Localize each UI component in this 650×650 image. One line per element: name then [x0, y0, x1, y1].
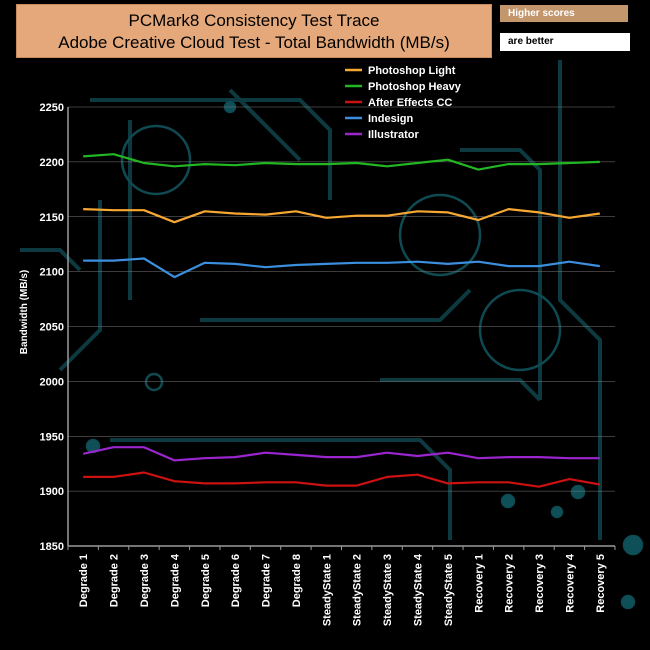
x-tick-label: Degrade 8	[291, 554, 303, 607]
x-tick-label: Degrade 2	[109, 554, 121, 607]
circuit-trace	[558, 60, 602, 540]
circuit-pad	[572, 486, 584, 498]
legend-label: After Effects CC	[368, 97, 452, 109]
y-tick-label: 2200	[40, 157, 64, 169]
circuit-trace	[90, 98, 332, 200]
chart-title-line1: PCMark8 Consistency Test Trace	[128, 11, 380, 30]
x-tick-label: Degrade 6	[230, 554, 242, 607]
y-tick-label: 2000	[40, 376, 64, 388]
x-tick-label: Recovery 2	[504, 554, 516, 613]
y-tick-labels: 1850 1900 1950 2000 2050 2100 2150 2200 2250	[40, 102, 64, 553]
legend-label: Indesign	[368, 113, 414, 125]
x-tick-label: Recovery 4	[564, 553, 576, 613]
y-tick-label: 1850	[40, 541, 64, 553]
background-circuit-decoration	[20, 60, 644, 610]
note-are-better: are better	[500, 33, 630, 51]
y-tick-label: 2050	[40, 322, 64, 334]
x-tick-label: SteadyState 4	[412, 553, 424, 626]
y-tick-label: 2250	[40, 102, 64, 114]
x-tick-label: Degrade 4	[169, 553, 181, 607]
x-tick-label: Degrade 3	[139, 554, 151, 607]
circuit-pad	[552, 507, 562, 517]
chart-gridlines	[68, 106, 615, 547]
circuit-node	[478, 288, 562, 372]
y-tick-label: 2100	[40, 267, 64, 279]
circuit-trace	[228, 88, 302, 162]
circuit-node	[398, 193, 482, 277]
y-tick-label: 2150	[40, 212, 64, 224]
x-tick-label: SteadyState 5	[443, 554, 455, 626]
x-tick-label: SteadyState 1	[321, 554, 333, 626]
x-tick-label: Degrade 1	[78, 554, 90, 607]
chart-title-line2: Adobe Creative Cloud Test - Total Bandwi…	[58, 33, 450, 52]
circuit-trace	[58, 200, 102, 372]
x-tick-label: Degrade 7	[261, 554, 273, 607]
series-line	[83, 257, 600, 279]
circuit-node	[144, 372, 164, 392]
legend-label: Illustrator	[368, 129, 419, 141]
circuit-node	[120, 124, 192, 196]
x-tick-label: Recovery 5	[595, 554, 607, 613]
circuit-pad	[624, 536, 642, 554]
series-line	[83, 208, 600, 224]
x-tick-label: SteadyState 3	[382, 554, 394, 626]
x-tick-label: Degrade 5	[200, 554, 212, 607]
series-lines	[82, 153, 600, 488]
y-tick-label: 1950	[40, 431, 64, 443]
circuit-trace	[460, 148, 542, 400]
circuit-trace	[20, 248, 82, 272]
series-line	[83, 153, 600, 171]
x-tick-label: Recovery 1	[473, 554, 485, 613]
x-tick-label: SteadyState 2	[352, 554, 364, 626]
circuit-pad	[87, 440, 99, 452]
circuit-trace	[200, 288, 472, 322]
circuit-pad	[502, 495, 514, 507]
note-higher-scores: Higher scores	[500, 5, 628, 22]
circuit-pad	[622, 596, 634, 608]
chart-title: PCMark8 Consistency Test Trace Adobe Cre…	[16, 4, 492, 58]
x-tick-label: Recovery 3	[534, 554, 546, 613]
chart-axes	[67, 107, 616, 550]
series-line	[83, 471, 600, 488]
legend-label: Photoshop Light	[368, 65, 456, 77]
series-line	[82, 446, 600, 462]
legend: Photoshop Light Photoshop Heavy After Eff…	[345, 65, 462, 141]
legend-label: Photoshop Heavy	[368, 81, 462, 93]
y-axis-label: Bandwidth (MB/s)	[19, 270, 30, 354]
y-tick-label: 1900	[40, 486, 64, 498]
x-tick-labels: Degrade 1 Degrade 2 Degrade 3 Degrade 4 Degr…	[78, 553, 607, 626]
circuit-trace	[380, 378, 542, 402]
